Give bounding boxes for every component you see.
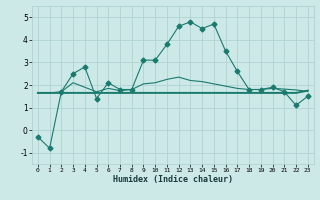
X-axis label: Humidex (Indice chaleur): Humidex (Indice chaleur) (113, 175, 233, 184)
